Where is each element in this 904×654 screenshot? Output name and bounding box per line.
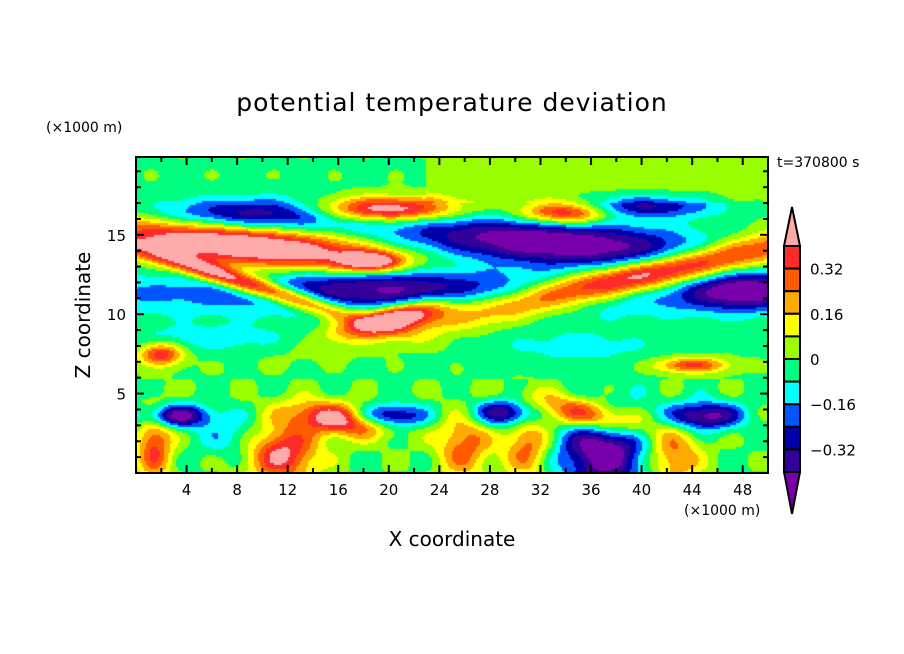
- x-tick-label: 12: [278, 481, 297, 499]
- y-tick-label: 10: [107, 306, 126, 324]
- time-label: t=370800 s: [777, 155, 860, 171]
- x-tick-label: 16: [329, 481, 348, 499]
- x-tick-labels: 4 8 12 16 20 24 28 32 36 40 44 48: [182, 481, 752, 499]
- colorbar-box: [783, 425, 801, 451]
- x-tick-label: 8: [232, 481, 242, 499]
- contour-field: [136, 157, 768, 473]
- x-tick-label: 36: [581, 481, 600, 499]
- x-tick-label: 44: [683, 481, 702, 499]
- y-unit-label: (×1000 m): [46, 120, 123, 136]
- colorbar-label: −0.32: [810, 441, 856, 459]
- colorbar-box: [783, 380, 801, 406]
- colorbar-box: [783, 245, 801, 270]
- colorbar-top-triangle: [782, 206, 802, 247]
- colorbar-label: −0.16: [810, 396, 856, 414]
- colorbar-bottom-triangle: [782, 471, 802, 515]
- colorbar-box: [783, 312, 801, 338]
- colorbar-box: [783, 267, 801, 293]
- x-tick-label: 32: [531, 481, 550, 499]
- colorbar-box: [783, 358, 801, 383]
- x-tick-label: 4: [182, 481, 192, 499]
- x-tick-label: 24: [430, 481, 449, 499]
- colorbar-box: [783, 290, 801, 315]
- axis-ticks: [136, 157, 768, 473]
- y-axis-label: Z coordinate: [71, 251, 95, 379]
- y-tick-label: 5: [116, 386, 126, 404]
- y-tick-labels: 5 10 15: [107, 227, 126, 404]
- y-tick-label: 15: [107, 227, 126, 245]
- colorbar-box: [783, 335, 801, 360]
- colorbar-label: 0.16: [810, 306, 843, 324]
- colorbar: 0.32 0.16 0 −0.16 −0.32: [782, 206, 856, 515]
- colorbar-label: 0.32: [810, 261, 843, 279]
- colorbar-label: 0: [810, 351, 820, 369]
- x-axis-label: X coordinate: [388, 527, 516, 551]
- x-tick-label: 28: [480, 481, 499, 499]
- colorbar-box: [783, 403, 801, 428]
- x-unit-label: (×1000 m): [684, 503, 761, 519]
- chart-title: potential temperature deviation: [236, 88, 668, 117]
- x-tick-label: 40: [632, 481, 651, 499]
- x-tick-label: 20: [379, 481, 398, 499]
- x-tick-label: 48: [733, 481, 752, 499]
- colorbar-box: [783, 448, 801, 473]
